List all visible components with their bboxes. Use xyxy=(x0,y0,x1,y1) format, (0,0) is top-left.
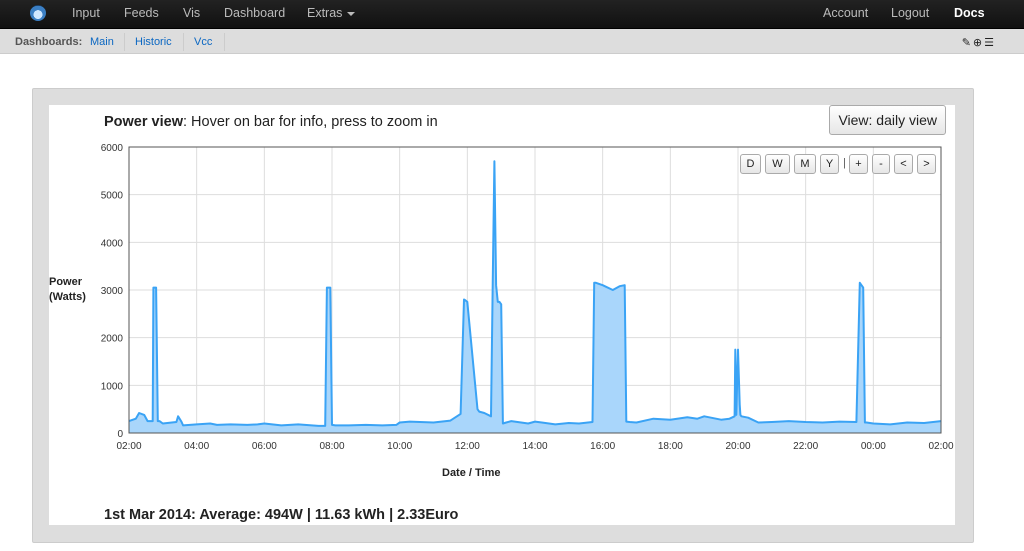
view-mode-button[interactable]: View: daily view xyxy=(829,105,946,135)
y-axis-label-line1: Power xyxy=(49,276,83,288)
y-tick-label: 3000 xyxy=(101,286,124,297)
nav-extras-label: Extras xyxy=(307,6,343,20)
y-tick-label: 5000 xyxy=(101,191,124,202)
nav-feeds[interactable]: Feeds xyxy=(124,6,159,20)
pan-right-button[interactable]: > xyxy=(917,154,936,174)
x-tick-label: 20:00 xyxy=(725,441,750,452)
dashboard-actions: ✎⊕☰ xyxy=(962,36,996,49)
dashboard-link-vcc[interactable]: Vcc xyxy=(194,36,213,48)
widget-title-bold: Power view xyxy=(104,114,183,130)
y-tick-label: 0 xyxy=(117,429,123,440)
list-icon[interactable]: ☰ xyxy=(984,37,996,49)
power-line xyxy=(128,160,942,427)
edit-icon[interactable]: ✎ xyxy=(961,37,973,49)
x-tick-label: 02:00 xyxy=(116,441,141,452)
dashboard-link-main[interactable]: Main xyxy=(90,36,114,48)
zoom-out-button[interactable]: - xyxy=(872,154,890,174)
emoncms-logo-icon[interactable] xyxy=(30,5,46,21)
zoom-week-button[interactable]: W xyxy=(765,154,790,174)
nav-dashboard[interactable]: Dashboard xyxy=(224,6,286,20)
x-tick-label: 14:00 xyxy=(522,441,547,452)
divider xyxy=(224,33,225,51)
x-tick-label: 12:00 xyxy=(455,441,480,452)
chevron-down-icon xyxy=(347,11,356,16)
x-tick-label: 00:00 xyxy=(861,441,886,452)
top-navbar: Input Feeds Vis Dashboard Extras Account… xyxy=(0,0,1024,29)
widget-title: Power view: Hover on bar for info, press… xyxy=(104,114,438,130)
divider xyxy=(124,33,125,51)
x-tick-label: 10:00 xyxy=(387,441,412,452)
nav-account[interactable]: Account xyxy=(823,6,869,20)
pan-left-button[interactable]: < xyxy=(894,154,913,174)
x-tick-label: 02:00 xyxy=(928,441,953,452)
x-tick-label: 04:00 xyxy=(184,441,209,452)
zoom-month-button[interactable]: M xyxy=(794,154,816,174)
y-axis-label-line2: (Watts) xyxy=(49,291,86,303)
nav-logout[interactable]: Logout xyxy=(891,6,930,20)
y-tick-label: 2000 xyxy=(101,334,124,345)
zoom-day-button[interactable]: D xyxy=(740,154,761,174)
zoom-separator: | xyxy=(843,157,846,169)
daily-stats: 1st Mar 2014: Average: 494W | 11.63 kWh … xyxy=(104,507,459,523)
zoom-in-button[interactable]: + xyxy=(849,154,868,174)
y-axis-label: Power (Watts) xyxy=(49,275,86,305)
x-tick-label: 06:00 xyxy=(252,441,277,452)
power-chart[interactable]: 0 1000 2000 3000 4000 5000 6000 02:00 04:00 06:00… xyxy=(49,105,955,505)
y-tick-label: 4000 xyxy=(101,238,124,249)
x-tick-label: 18:00 xyxy=(658,441,683,452)
y-tick-label: 6000 xyxy=(101,143,124,154)
y-tick-label: 1000 xyxy=(101,381,124,392)
divider xyxy=(183,33,184,51)
add-icon[interactable]: ⊕ xyxy=(972,37,985,49)
dashboard-link-historic[interactable]: Historic xyxy=(135,36,172,48)
zoom-year-button[interactable]: Y xyxy=(820,154,839,174)
plot-border xyxy=(128,146,942,434)
power-view-widget: Power view: Hover on bar for info, press… xyxy=(49,105,955,525)
dashboards-bar: Dashboards: Main Historic Vcc ✎⊕☰ xyxy=(0,29,1024,54)
x-tick-label: 16:00 xyxy=(590,441,615,452)
dashboards-label: Dashboards: xyxy=(15,36,83,48)
nav-extras-dropdown[interactable]: Extras xyxy=(307,6,356,20)
nav-vis[interactable]: Vis xyxy=(183,6,201,20)
x-axis-label: Date / Time xyxy=(442,467,501,479)
widget-title-rest: : Hover on bar for info, press to zoom i… xyxy=(182,114,438,130)
nav-docs[interactable]: Docs xyxy=(954,6,985,20)
x-tick-label: 08:00 xyxy=(319,441,344,452)
x-tick-label: 22:00 xyxy=(793,441,818,452)
widget-container: Power view: Hover on bar for info, press… xyxy=(32,88,974,543)
nav-input[interactable]: Input xyxy=(72,6,100,20)
